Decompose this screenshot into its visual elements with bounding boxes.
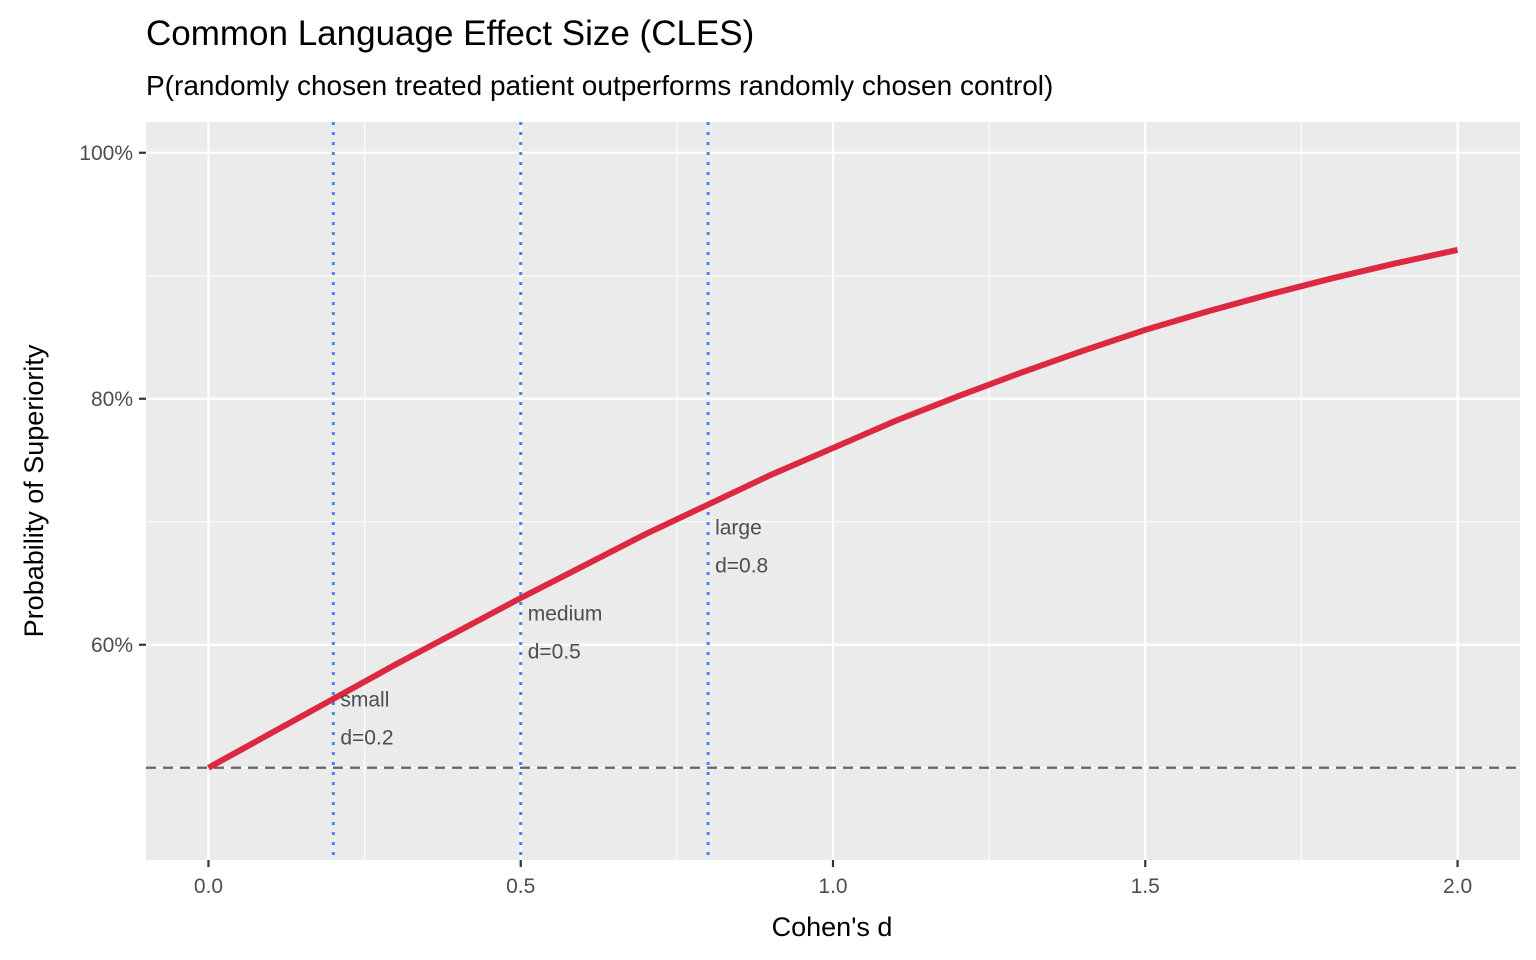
x-tick-label: 2.0 bbox=[1443, 875, 1472, 898]
x-tick-label: 1.5 bbox=[1131, 875, 1160, 898]
x-tick-label: 1.0 bbox=[818, 875, 847, 898]
threshold-annotation: d=0.2 bbox=[340, 727, 393, 750]
x-axis-title: Cohen's d bbox=[772, 912, 893, 942]
y-tick-label: 60% bbox=[91, 634, 133, 657]
threshold-annotation: d=0.8 bbox=[715, 554, 768, 577]
x-tick-label: 0.5 bbox=[506, 875, 535, 898]
threshold-annotation: small bbox=[340, 689, 389, 712]
threshold-annotation: medium bbox=[528, 602, 603, 625]
series-line bbox=[207, 246, 1459, 771]
y-tick-label: 80% bbox=[91, 388, 133, 411]
x-axis: 0.0 0.5 1.0 1.5 2.0 bbox=[194, 860, 1472, 898]
chart-title: Common Language Effect Size (CLES) bbox=[146, 14, 755, 53]
threshold-annotation: d=0.5 bbox=[528, 640, 581, 663]
annotations-layer: small d=0.2 medium d=0.5 large d=0.8 bbox=[340, 516, 768, 749]
threshold-annotation: large bbox=[715, 516, 762, 539]
major-gridlines bbox=[146, 122, 1520, 860]
chart-subtitle: P(randomly chosen treated patient outper… bbox=[146, 70, 1054, 101]
y-axis-title: Probability of Superiority bbox=[19, 344, 49, 637]
series-layer bbox=[207, 246, 1459, 771]
y-axis: 60% 80% 100% bbox=[79, 142, 146, 657]
reference-lines bbox=[146, 122, 1520, 860]
y-tick-label: 100% bbox=[79, 142, 133, 165]
x-tick-label: 0.0 bbox=[194, 875, 223, 898]
